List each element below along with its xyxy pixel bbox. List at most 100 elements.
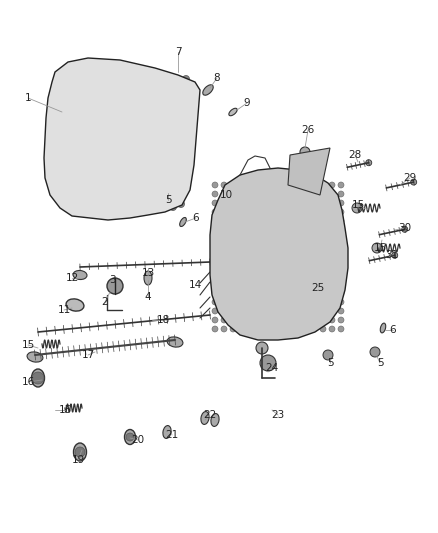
Circle shape bbox=[302, 200, 308, 206]
Circle shape bbox=[302, 227, 308, 233]
Circle shape bbox=[284, 191, 290, 197]
Circle shape bbox=[329, 236, 335, 242]
Circle shape bbox=[302, 317, 308, 323]
Circle shape bbox=[152, 76, 159, 83]
Circle shape bbox=[212, 236, 218, 242]
Circle shape bbox=[149, 101, 156, 109]
Circle shape bbox=[112, 85, 119, 93]
Circle shape bbox=[177, 188, 184, 195]
Circle shape bbox=[121, 159, 128, 166]
Circle shape bbox=[311, 254, 317, 260]
Circle shape bbox=[293, 218, 299, 224]
Circle shape bbox=[221, 308, 227, 314]
Circle shape bbox=[320, 254, 326, 260]
Circle shape bbox=[32, 372, 44, 384]
Circle shape bbox=[266, 200, 272, 206]
Ellipse shape bbox=[201, 411, 209, 424]
Circle shape bbox=[169, 146, 176, 152]
Circle shape bbox=[153, 190, 160, 197]
Circle shape bbox=[256, 342, 268, 354]
Circle shape bbox=[266, 209, 272, 215]
Circle shape bbox=[257, 254, 263, 260]
Circle shape bbox=[184, 103, 191, 110]
Circle shape bbox=[329, 290, 335, 296]
Circle shape bbox=[230, 281, 236, 287]
Circle shape bbox=[311, 308, 317, 314]
Ellipse shape bbox=[380, 323, 386, 333]
Circle shape bbox=[248, 299, 254, 305]
Circle shape bbox=[320, 236, 326, 242]
Circle shape bbox=[392, 252, 398, 259]
Circle shape bbox=[329, 299, 335, 305]
Circle shape bbox=[212, 317, 218, 323]
Circle shape bbox=[95, 172, 102, 179]
Circle shape bbox=[221, 218, 227, 224]
Circle shape bbox=[239, 263, 245, 269]
Circle shape bbox=[266, 182, 272, 188]
Circle shape bbox=[133, 187, 143, 197]
Circle shape bbox=[329, 245, 335, 251]
Circle shape bbox=[266, 308, 272, 314]
Circle shape bbox=[257, 227, 263, 233]
Circle shape bbox=[329, 281, 335, 287]
Circle shape bbox=[338, 326, 344, 332]
Circle shape bbox=[212, 227, 218, 233]
Circle shape bbox=[66, 190, 73, 197]
Circle shape bbox=[248, 317, 254, 323]
Circle shape bbox=[239, 254, 245, 260]
Circle shape bbox=[137, 117, 144, 125]
Text: 5: 5 bbox=[377, 358, 383, 368]
Circle shape bbox=[302, 245, 308, 251]
Circle shape bbox=[123, 74, 130, 80]
Text: 20: 20 bbox=[131, 435, 145, 445]
Circle shape bbox=[302, 281, 308, 287]
Circle shape bbox=[230, 236, 236, 242]
Circle shape bbox=[257, 308, 263, 314]
Circle shape bbox=[239, 299, 245, 305]
Circle shape bbox=[221, 236, 227, 242]
Circle shape bbox=[230, 254, 236, 260]
Circle shape bbox=[248, 227, 254, 233]
Circle shape bbox=[293, 227, 299, 233]
Circle shape bbox=[68, 132, 75, 139]
Text: 15: 15 bbox=[58, 405, 72, 415]
Circle shape bbox=[67, 88, 74, 95]
Circle shape bbox=[320, 182, 326, 188]
Circle shape bbox=[329, 200, 335, 206]
Circle shape bbox=[257, 317, 263, 323]
Circle shape bbox=[180, 171, 187, 177]
Circle shape bbox=[293, 191, 299, 197]
Circle shape bbox=[84, 77, 91, 85]
Circle shape bbox=[411, 179, 417, 185]
Polygon shape bbox=[210, 168, 348, 340]
Circle shape bbox=[149, 173, 156, 180]
Circle shape bbox=[98, 185, 105, 192]
Circle shape bbox=[223, 193, 233, 203]
Circle shape bbox=[320, 326, 326, 332]
Circle shape bbox=[107, 172, 114, 179]
Circle shape bbox=[95, 88, 102, 95]
Circle shape bbox=[293, 236, 299, 242]
Circle shape bbox=[166, 74, 173, 80]
Circle shape bbox=[329, 263, 335, 269]
Circle shape bbox=[221, 245, 227, 251]
Circle shape bbox=[212, 209, 218, 215]
Circle shape bbox=[266, 281, 272, 287]
Circle shape bbox=[293, 245, 299, 251]
Circle shape bbox=[293, 272, 299, 278]
Circle shape bbox=[126, 171, 133, 177]
Circle shape bbox=[338, 200, 344, 206]
Circle shape bbox=[248, 308, 254, 314]
Circle shape bbox=[320, 263, 326, 269]
Circle shape bbox=[300, 147, 310, 157]
Circle shape bbox=[112, 77, 119, 85]
Circle shape bbox=[338, 272, 344, 278]
Circle shape bbox=[275, 272, 281, 278]
Circle shape bbox=[311, 317, 317, 323]
Circle shape bbox=[230, 308, 236, 314]
Circle shape bbox=[311, 200, 317, 206]
Circle shape bbox=[170, 169, 177, 176]
Circle shape bbox=[82, 142, 89, 149]
Text: 10: 10 bbox=[219, 190, 233, 200]
Circle shape bbox=[124, 185, 131, 192]
